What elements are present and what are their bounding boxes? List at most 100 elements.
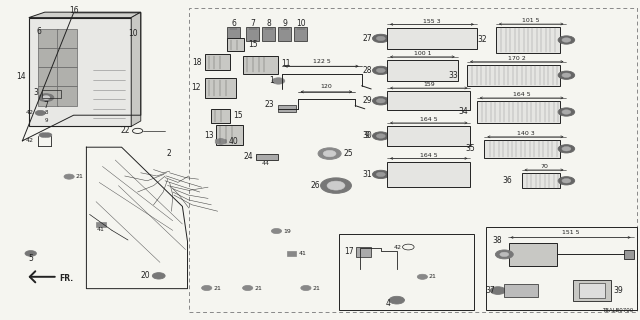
Circle shape (25, 251, 36, 256)
Circle shape (372, 34, 389, 43)
Text: 11: 11 (282, 60, 291, 68)
Text: 41: 41 (298, 251, 306, 256)
Text: 21: 21 (76, 174, 83, 179)
Text: 14: 14 (16, 72, 26, 81)
Text: 36: 36 (503, 176, 513, 185)
Text: 40: 40 (228, 137, 238, 146)
Text: 17: 17 (344, 247, 354, 256)
Bar (339, 234, 474, 310)
Circle shape (558, 36, 575, 44)
Text: 18: 18 (192, 58, 202, 67)
Bar (387, 60, 458, 81)
Circle shape (389, 296, 404, 304)
Text: 8: 8 (45, 109, 48, 115)
Circle shape (500, 252, 509, 257)
Text: 42: 42 (26, 138, 33, 143)
Circle shape (376, 99, 385, 103)
Bar (579, 283, 605, 298)
Circle shape (243, 285, 253, 291)
Text: 100 1: 100 1 (413, 51, 431, 56)
Text: 8: 8 (266, 20, 271, 28)
Bar (387, 91, 470, 110)
Text: 44: 44 (262, 161, 269, 166)
Bar (38, 67, 58, 86)
Circle shape (562, 38, 571, 42)
Text: 2: 2 (167, 149, 172, 158)
Bar (467, 65, 560, 85)
Text: 31: 31 (362, 170, 372, 179)
Text: 164 5: 164 5 (513, 92, 531, 97)
Circle shape (376, 172, 385, 177)
Circle shape (562, 179, 571, 183)
Circle shape (562, 147, 571, 151)
Bar (189, 8, 637, 312)
Circle shape (558, 71, 575, 79)
Bar (624, 250, 634, 259)
Circle shape (301, 285, 311, 291)
Circle shape (372, 66, 389, 75)
Bar (38, 29, 58, 48)
Text: 16: 16 (68, 6, 79, 15)
Bar (504, 284, 538, 297)
Text: 19: 19 (283, 228, 291, 234)
Text: 122 5: 122 5 (313, 59, 330, 64)
Text: 21: 21 (213, 285, 221, 291)
Text: 155 3: 155 3 (423, 19, 441, 24)
Circle shape (372, 132, 389, 140)
Bar (38, 86, 58, 106)
Text: 5: 5 (28, 254, 33, 263)
Text: 27: 27 (362, 34, 372, 43)
Text: 42: 42 (394, 244, 402, 250)
Bar (227, 38, 244, 51)
Text: 4: 4 (385, 300, 390, 308)
Circle shape (43, 133, 52, 137)
Text: 41: 41 (97, 227, 105, 232)
Text: 151 5: 151 5 (562, 230, 580, 236)
Text: 32: 32 (477, 36, 487, 44)
Bar (243, 56, 278, 74)
Text: 38: 38 (492, 236, 502, 245)
Text: 24: 24 (244, 152, 253, 161)
Circle shape (376, 36, 385, 41)
Bar (38, 48, 58, 67)
Text: 25: 25 (344, 149, 353, 158)
Text: 39: 39 (613, 286, 623, 295)
Text: 21: 21 (254, 285, 262, 291)
Circle shape (39, 133, 48, 137)
Circle shape (318, 148, 341, 159)
Text: 33: 33 (449, 71, 458, 80)
Circle shape (202, 285, 212, 291)
Bar (278, 105, 296, 112)
Bar (477, 101, 560, 123)
Circle shape (376, 134, 385, 138)
Bar (522, 173, 560, 188)
Bar (205, 78, 236, 98)
Bar (216, 125, 243, 145)
Bar (57, 86, 77, 106)
Text: 164 5: 164 5 (420, 117, 438, 122)
Text: 35: 35 (466, 144, 476, 153)
Circle shape (495, 250, 513, 259)
Bar (57, 67, 77, 86)
Bar (205, 54, 230, 70)
Circle shape (64, 174, 74, 179)
Circle shape (43, 96, 49, 99)
Circle shape (321, 178, 351, 193)
Circle shape (490, 287, 506, 294)
Text: 159: 159 (423, 82, 435, 87)
Bar (387, 28, 477, 49)
Text: 1: 1 (269, 76, 274, 85)
Text: 140 3: 140 3 (516, 131, 534, 136)
Circle shape (417, 274, 428, 279)
Text: TBALB0700: TBALB0700 (602, 308, 634, 313)
Text: 42: 42 (26, 110, 34, 116)
Text: 28: 28 (362, 66, 372, 75)
Text: 70: 70 (540, 164, 548, 169)
Circle shape (272, 78, 285, 84)
Text: 7: 7 (250, 20, 255, 28)
Text: 15: 15 (248, 40, 258, 49)
Text: 13: 13 (204, 131, 214, 140)
Bar (42, 90, 61, 98)
Circle shape (558, 108, 575, 116)
Bar (496, 27, 560, 53)
